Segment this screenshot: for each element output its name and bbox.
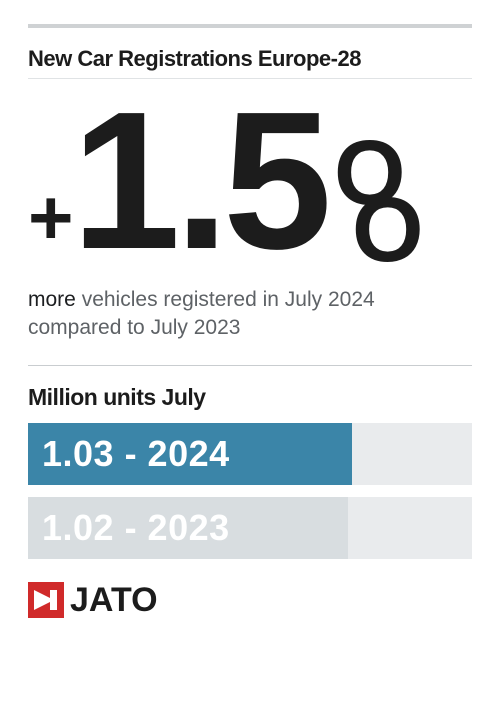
percent-icon: O O — [334, 137, 418, 258]
logo: JATO — [28, 581, 472, 620]
bar-row: 1.03 - 2024 — [28, 423, 472, 485]
headline-plus: + — [28, 187, 74, 248]
top-rule — [28, 24, 472, 28]
bar-label: 1.03 - 2024 — [42, 436, 230, 472]
headline-stat: + 1.5 O O — [28, 105, 472, 258]
headline-value: 1.5 — [72, 105, 326, 258]
chart-title: Million units July — [28, 384, 472, 411]
subline-rest: vehicles registered in July 2024 compare… — [28, 288, 375, 339]
bar-label: 1.02 - 2023 — [42, 510, 230, 546]
bar-chart: 1.03 - 2024 1.02 - 2023 — [28, 423, 472, 559]
logo-text: JATO — [70, 581, 158, 620]
logo-arrow-icon — [28, 582, 64, 618]
mid-rule — [28, 365, 472, 366]
subline-emph: more — [28, 288, 76, 311]
bar-row: 1.02 - 2023 — [28, 497, 472, 559]
bar-fill: 1.02 - 2023 — [28, 497, 348, 559]
page-title: New Car Registrations Europe-28 — [28, 46, 472, 72]
subline: more vehicles registered in July 2024 co… — [28, 286, 472, 343]
bar-fill: 1.03 - 2024 — [28, 423, 352, 485]
